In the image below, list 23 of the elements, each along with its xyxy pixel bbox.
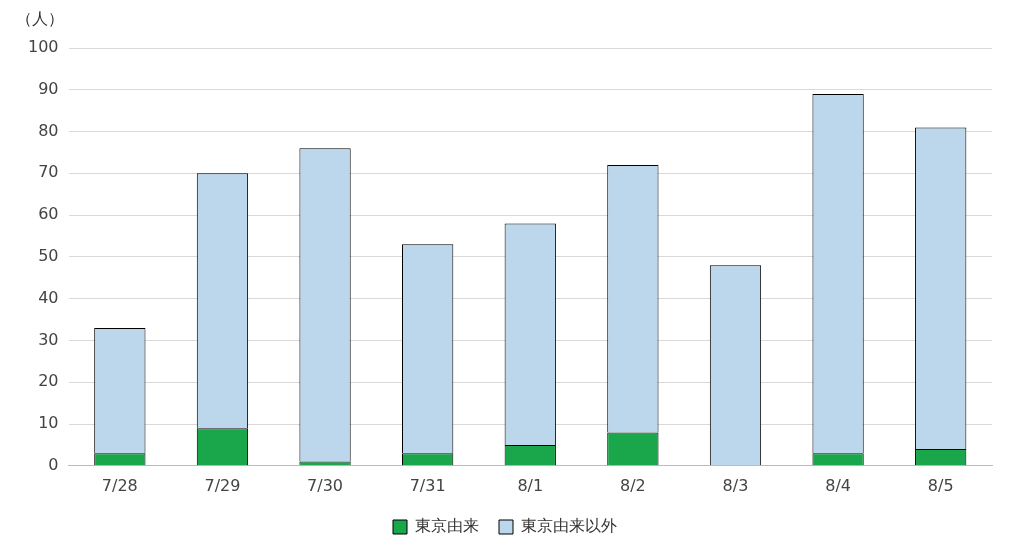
- y-tick-label: 80: [38, 120, 59, 140]
- y-axis-title: （人）: [16, 9, 64, 29]
- x-tick-label: 7/31: [409, 475, 446, 495]
- x-tick-label: 7/30: [307, 475, 344, 495]
- y-tick-label: 90: [38, 78, 59, 98]
- y-tick-label: 20: [38, 371, 59, 391]
- x-tick-label: 8/4: [825, 475, 851, 495]
- x-tick-label: 8/2: [620, 475, 646, 495]
- y-tick-label: 100: [27, 37, 59, 57]
- x-tick-label: 8/3: [722, 475, 749, 495]
- x-tick-label: 8/1: [517, 475, 544, 495]
- legend-label: 東京由来以外: [521, 516, 617, 536]
- x-tick-label: 8/5: [927, 475, 954, 495]
- legend-label: 東京由来: [415, 516, 479, 536]
- y-tick-label: 40: [38, 287, 59, 307]
- x-tick-label: 7/28: [101, 475, 138, 495]
- y-tick-label: 30: [38, 329, 59, 349]
- y-tick-label: 0: [48, 454, 59, 474]
- y-tick-label: 10: [38, 413, 59, 433]
- x-tick-label: 7/29: [204, 475, 241, 495]
- y-tick-label: 70: [38, 162, 59, 182]
- y-tick-label: 60: [38, 204, 59, 224]
- y-tick-label: 50: [38, 246, 59, 266]
